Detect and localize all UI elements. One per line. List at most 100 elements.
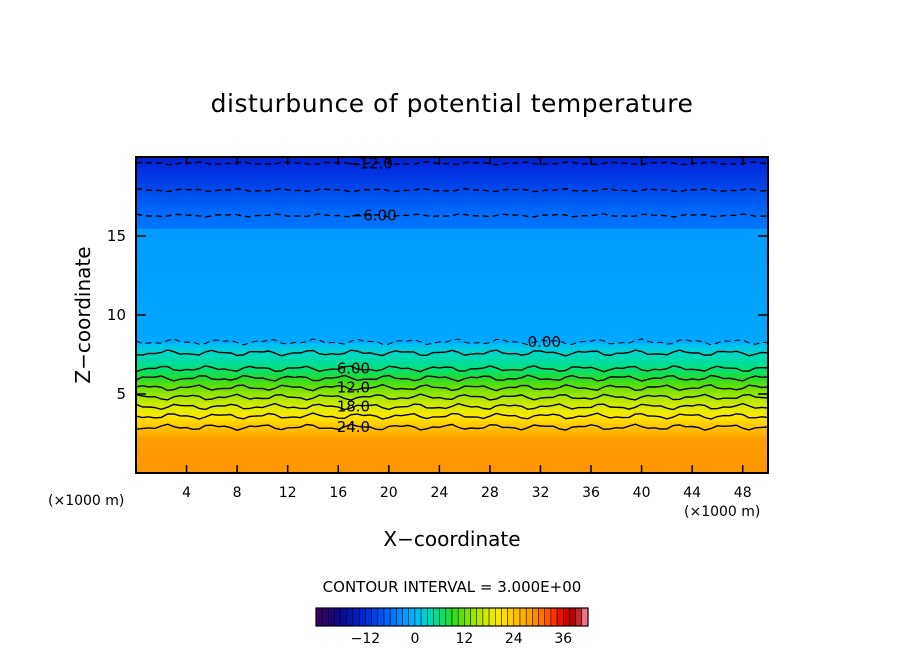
fill-band [136,303,768,306]
colorbar-segment [495,607,502,627]
fill-band [136,313,768,316]
fill-band [136,158,768,162]
fill-band [136,265,768,269]
x-tick-label: 24 [430,485,448,501]
colorbar-segment [414,607,422,627]
fill-band [136,275,768,279]
fill-band [136,212,768,215]
x-tick-label: 28 [481,485,499,501]
colorbar-segment [532,607,539,627]
x-tick-label: 12 [279,485,297,501]
fill-band [136,427,768,431]
fill-band [136,431,768,435]
fill-band [136,311,768,314]
y-axis-label: Z−coordinate [71,246,95,383]
fill-band [136,188,768,192]
fill-band [136,388,768,391]
x-tick-label: 40 [633,485,651,501]
contour-line-9 [136,374,768,382]
fill-band [136,253,768,257]
x-tick-label: 16 [329,485,347,501]
fill-band [136,174,768,178]
fill-band [136,251,768,255]
fill-band [136,399,768,403]
fill-band [136,176,768,180]
colorbar-segment [315,607,323,627]
fill-band [136,455,768,458]
x-tick-label: 8 [233,485,242,501]
fill-band [136,295,768,298]
fill-band [136,236,768,239]
fill-band [136,271,768,275]
fill-band [136,346,768,350]
fill-band [136,269,768,273]
colorbar-tick-label: 36 [554,631,572,647]
fill-band [136,429,768,433]
fill-band [136,463,768,466]
fill-band [136,451,768,454]
colorbar-segment [569,607,576,627]
fill-band [136,340,768,344]
colorbar-segment [352,607,360,627]
contour-line-3 [136,349,768,357]
fill-band [136,261,768,265]
fill-band [136,394,768,397]
fill-band [136,255,768,259]
fill-band [136,374,768,377]
x-tick-label: 32 [532,485,550,501]
fill-band [136,465,768,468]
fill-band [136,164,768,168]
fill-band [136,204,768,207]
fill-band [136,449,768,452]
fill-band [136,407,768,411]
fill-band [136,372,768,375]
fill-band [136,267,768,271]
fill-band [136,435,768,439]
fill-band [136,469,768,472]
colorbar-segment [544,607,552,627]
fill-band [136,382,768,385]
fill-band [136,198,768,202]
colorbar-segment [451,607,459,627]
fill-band [136,324,768,328]
fill-band [136,289,768,292]
fill-band [136,243,768,247]
fill-band [136,421,768,425]
fill-band [136,301,768,304]
fill-band [136,358,768,362]
contour-label: −6.00 [351,206,397,224]
fill-band [136,395,768,399]
fill-band [136,224,768,227]
colorbar-segment [464,607,471,627]
fill-band [136,370,768,373]
fill-band [136,392,768,395]
fill-band [136,168,768,172]
fill-band [136,433,768,437]
contour-line--12 [136,161,768,166]
contour-interval-text: CONTOUR INTERVAL = 3.000E+00 [323,578,582,596]
fill-band [136,461,768,464]
x-tick-label: 44 [683,485,701,501]
contour-label: 24.0 [337,418,370,436]
fill-band [136,362,768,365]
fill-band [136,326,768,330]
colorbar-segment [427,607,434,627]
fill-band [136,162,768,166]
fill-band [136,178,768,182]
colorbar-segment [501,607,508,627]
fill-band [136,237,768,241]
fill-band [136,342,768,346]
fill-band [136,344,768,348]
fill-band [136,364,768,367]
fill-band [136,354,768,358]
fill-band [136,257,768,261]
colorbar-segment [321,607,329,627]
fill-band [136,196,768,200]
fill-band [136,403,768,407]
fill-band [136,386,768,389]
fill-band [136,384,768,387]
colorbar-segment [365,607,372,627]
colorbar-segment [359,607,366,627]
